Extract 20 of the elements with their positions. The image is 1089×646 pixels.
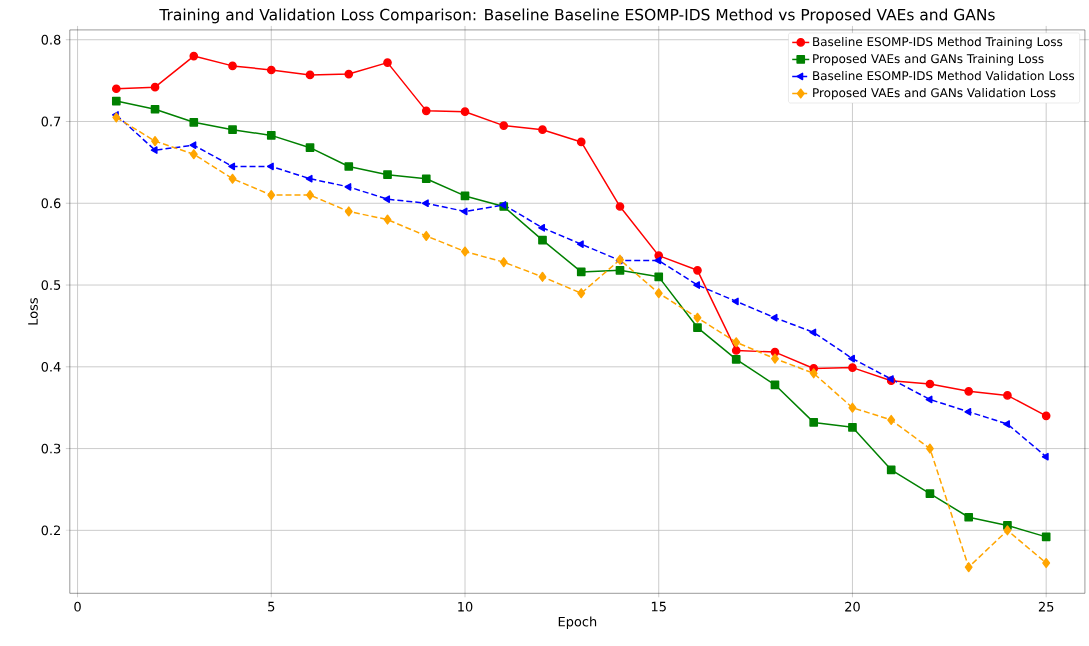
y-tick-label: 0.6 [41, 198, 61, 209]
y-tick-label: 0.8 [41, 34, 61, 45]
legend-label: Proposed VAEs and GANs Training Loss [813, 53, 1044, 66]
x-tick-label: 5 [268, 601, 275, 612]
x-tick-label: 25 [1038, 601, 1054, 612]
y-tick-label: 0.2 [41, 525, 60, 536]
legend-label: Proposed VAEs and GANs Validation Loss [813, 87, 1056, 100]
x-axis-title: Epoch [558, 616, 597, 629]
y-tick-label: 0.4 [41, 361, 61, 372]
y-tick-label: 0.7 [41, 116, 61, 127]
x-tick-label: 15 [651, 601, 666, 612]
legend-label: Baseline ESOMP-IDS Method Training Loss [813, 36, 1063, 49]
legend-label: Baseline ESOMP-IDS Method Validation Loss [813, 70, 1075, 81]
chart-title: Training and Validation Loss Comparison: Baseline Baseline ESOMP-IDS Method vs Proposed VAEs and GANs [159, 8, 995, 24]
x-tick-label: 20 [845, 601, 860, 612]
y-axis-title: Loss [28, 297, 38, 325]
y-tick-label: 0.3 [41, 443, 61, 454]
x-tick-label: 10 [458, 601, 473, 612]
x-tick-label: 0 [74, 601, 81, 612]
y-tick-label: 0.5 [41, 280, 61, 290]
